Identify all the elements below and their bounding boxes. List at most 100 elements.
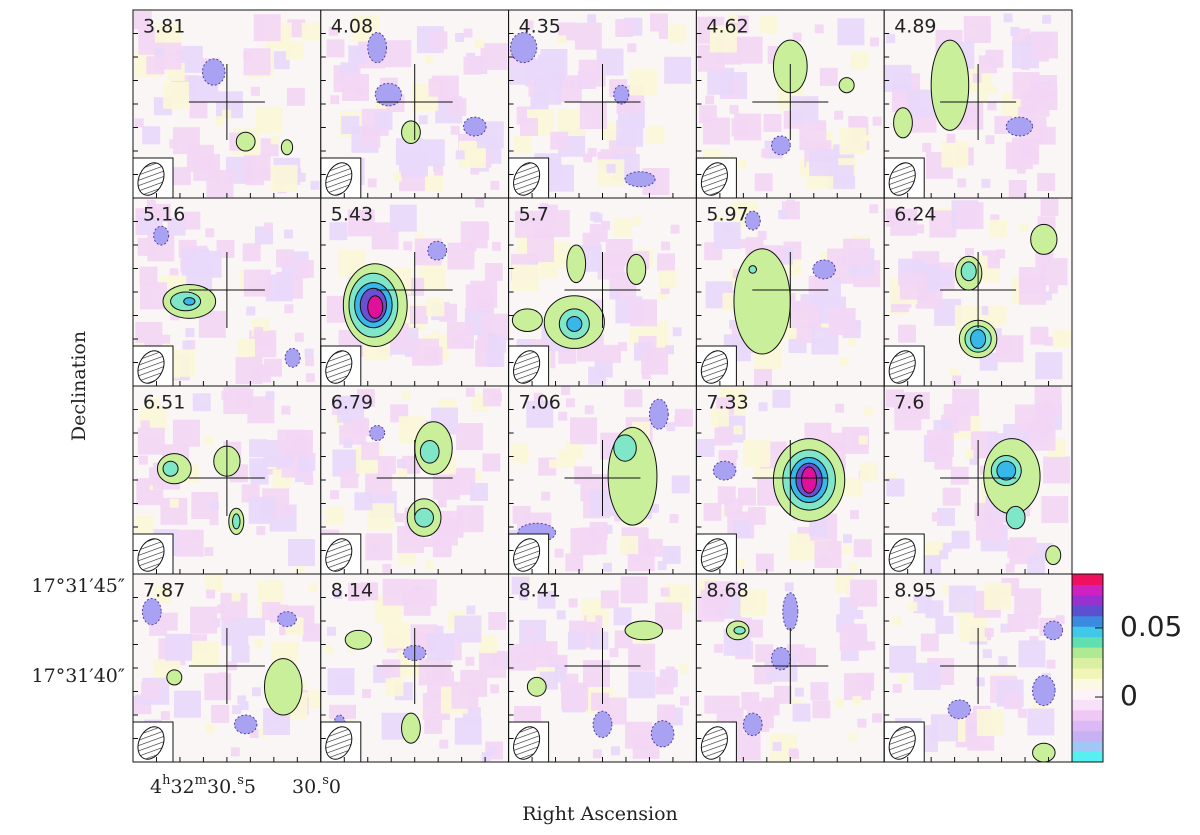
noise-pixel	[194, 250, 222, 278]
noise-pixel	[133, 11, 152, 30]
noise-pixel	[295, 259, 314, 278]
negative-blob	[427, 240, 448, 261]
noise-pixel	[666, 422, 676, 432]
noise-pixel	[804, 653, 814, 663]
channel-panel: 6.79	[320, 385, 510, 575]
noise-pixel	[561, 682, 589, 710]
noise-pixel	[979, 306, 989, 316]
beam	[888, 538, 916, 572]
noise-pixel	[892, 616, 902, 626]
noise-pixel	[864, 407, 874, 417]
noise-pixel	[1027, 555, 1046, 574]
noise-pixel	[140, 420, 150, 430]
beam	[888, 350, 916, 384]
noise-pixel	[301, 22, 320, 41]
noise-pixel	[579, 527, 607, 555]
emission-contour	[624, 620, 664, 641]
noise-pixel	[610, 746, 620, 756]
noise-pixel	[305, 373, 315, 383]
noise-pixel	[808, 275, 827, 294]
noise-pixel	[537, 54, 565, 82]
noise-pixel	[660, 587, 670, 597]
noise-pixel	[755, 644, 774, 663]
noise-pixel	[425, 560, 435, 570]
noise-pixel	[657, 561, 667, 571]
channel-panel: 3.81	[132, 9, 322, 199]
noise-pixel	[412, 338, 440, 366]
noise-pixel	[786, 293, 796, 303]
noise-pixel	[886, 478, 905, 497]
channel-velocity: 6.24	[894, 204, 936, 226]
beam	[513, 350, 541, 384]
colorbar-step	[1072, 615, 1103, 627]
noise-pixel	[296, 172, 306, 182]
noise-pixel	[920, 633, 939, 652]
emission-contour	[1032, 742, 1056, 763]
channel-panel: 6.51	[132, 385, 322, 575]
channel-panel: 7.6	[883, 385, 1073, 575]
noise-pixel	[564, 79, 574, 89]
noise-pixel	[209, 516, 219, 526]
emission-contour	[511, 308, 543, 332]
noise-pixel	[629, 68, 657, 96]
noise-pixel	[627, 43, 637, 53]
noise-pixel	[1020, 139, 1039, 158]
emission-contour	[970, 329, 987, 349]
noise-pixel	[142, 126, 161, 145]
noise-pixel	[243, 269, 271, 297]
noise-pixel	[613, 218, 632, 237]
noise-pixel	[134, 118, 144, 128]
noise-pixel	[304, 348, 314, 358]
noise-pixel	[135, 515, 154, 534]
noise-pixel	[246, 306, 256, 316]
noise-pixel	[872, 116, 882, 126]
noise-pixel	[554, 548, 564, 558]
noise-pixel	[138, 216, 157, 235]
noise-pixel	[230, 747, 240, 757]
noise-pixel	[434, 166, 444, 176]
noise-pixel	[557, 35, 567, 45]
noise-pixel	[135, 694, 145, 704]
noise-pixel	[570, 417, 598, 445]
noise-pixel	[828, 307, 856, 335]
noise-pixel	[534, 642, 553, 661]
noise-pixel	[724, 498, 743, 517]
noise-pixel	[287, 539, 315, 567]
noise-pixel	[218, 672, 228, 682]
noise-pixel	[950, 466, 969, 485]
noise-pixel	[753, 367, 772, 386]
noise-pixel	[710, 408, 729, 427]
noise-pixel	[975, 677, 985, 687]
noise-pixel	[481, 752, 491, 762]
noise-pixel	[602, 562, 612, 572]
emission-contour	[613, 434, 637, 462]
noise-pixel	[389, 204, 417, 232]
negative-blob	[277, 611, 297, 628]
noise-pixel	[423, 537, 433, 547]
noise-pixel	[235, 388, 254, 407]
noise-pixel	[741, 692, 760, 711]
beam	[325, 350, 353, 384]
noise-pixel	[714, 643, 724, 653]
channel-panel: 7.06	[508, 385, 697, 575]
noise-pixel	[192, 640, 220, 668]
noise-pixel	[670, 224, 680, 234]
noise-pixel	[204, 546, 214, 556]
noise-pixel	[592, 749, 602, 759]
beam	[700, 726, 728, 760]
channel-panel: 8.68	[695, 573, 885, 763]
noise-pixel	[426, 633, 454, 661]
noise-pixel	[714, 427, 733, 446]
noise-pixel	[778, 209, 788, 219]
negative-blob	[141, 597, 162, 626]
noise-pixel	[615, 18, 634, 37]
noise-pixel	[913, 662, 941, 690]
noise-pixel	[618, 342, 628, 352]
channel-velocity: 6.79	[331, 392, 373, 414]
negative-blob	[650, 720, 675, 748]
emission-contour	[960, 261, 977, 282]
noise-pixel	[1041, 496, 1069, 524]
noise-pixel	[153, 585, 172, 604]
noise-pixel	[552, 251, 562, 261]
noise-pixel	[385, 678, 404, 697]
